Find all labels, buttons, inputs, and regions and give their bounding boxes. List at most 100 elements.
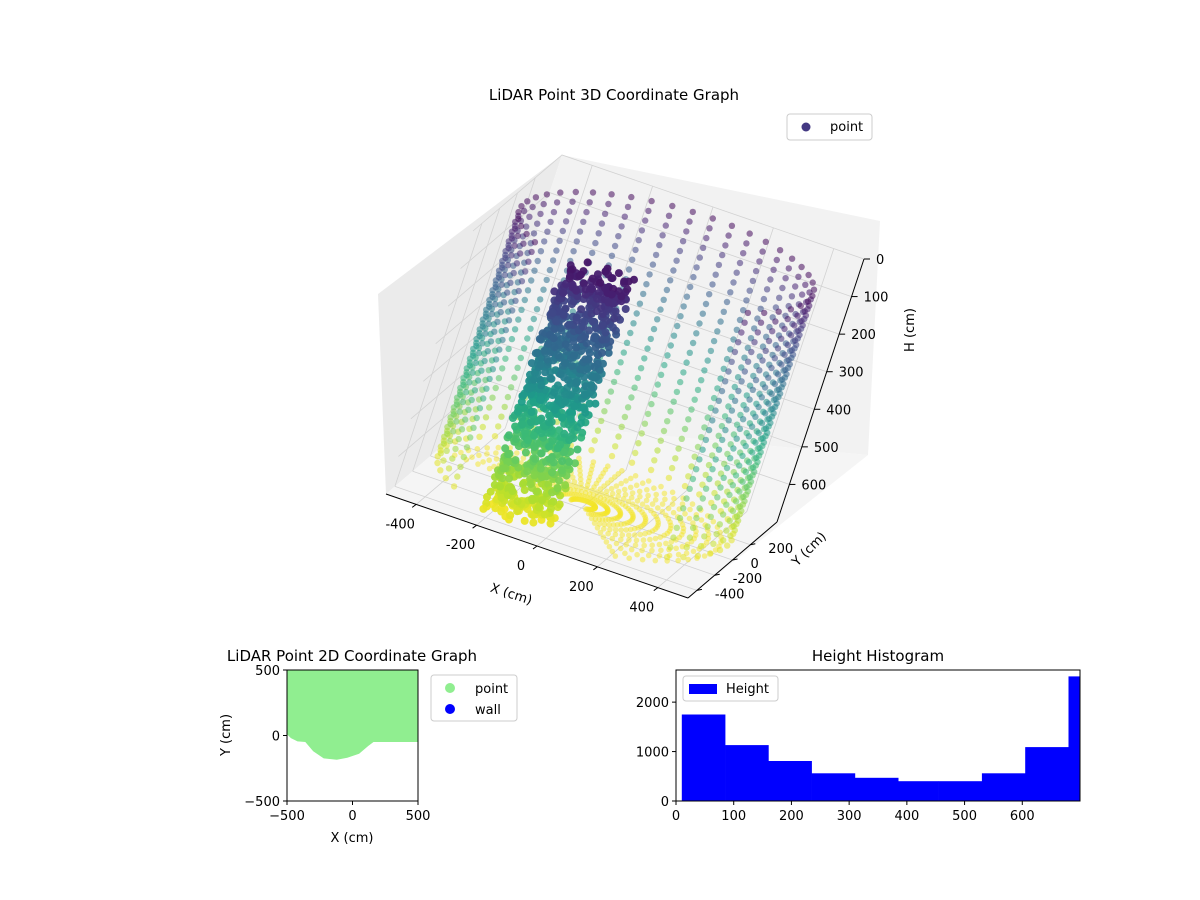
lidar-point: [689, 475, 697, 483]
lidar-point: [514, 450, 520, 456]
lidar-point: [636, 488, 643, 495]
lidar-point: [652, 251, 660, 259]
lidar-point: [486, 457, 493, 464]
lidar-point: [671, 495, 677, 502]
lidar-point: [660, 296, 667, 303]
lidar-point: [494, 318, 501, 326]
lidar-point: [702, 300, 710, 308]
lidar-point: [572, 316, 581, 325]
lidar-point: [778, 361, 785, 368]
lidar-point: [598, 310, 607, 318]
lidar-point: [706, 291, 713, 298]
lidar-point: [751, 339, 758, 346]
lidar-point: [545, 418, 554, 427]
lidar-point: [530, 442, 539, 451]
lidar-point: [647, 335, 654, 343]
lidar-point: [553, 444, 562, 453]
lidar-point: [513, 407, 522, 416]
lidar-point: [632, 246, 639, 254]
lidar-point: [449, 455, 456, 462]
grid-line-z: [472, 154, 865, 260]
lidar-point: [626, 537, 632, 543]
lidar-point: [690, 520, 696, 526]
lidar-point: [623, 339, 631, 346]
lidar-point: [500, 299, 508, 306]
lidar-point: [644, 487, 650, 493]
lidar-point: [712, 547, 719, 553]
lidar-point: [665, 505, 672, 512]
lidar-point: [512, 435, 521, 444]
lidar-point: [640, 290, 647, 298]
lidar-point: [635, 237, 642, 244]
lidar-point: [527, 383, 536, 392]
lidar-point: [720, 365, 727, 372]
lidar-point: [476, 452, 482, 459]
lidar-point: [575, 272, 584, 281]
lidar-point: [499, 365, 506, 372]
lidar-point: [513, 260, 521, 267]
lidar-point: [507, 499, 516, 508]
lidar-point: [687, 506, 693, 513]
lidar-point: [460, 381, 467, 389]
lidar-point: [690, 273, 697, 281]
lidar-point: [669, 489, 676, 496]
lidar-point: [707, 513, 714, 520]
lidar-point: [475, 461, 481, 467]
lidar-point: [607, 388, 615, 395]
plot-frame-histogram: [675, 669, 1081, 802]
lidar-point: [642, 217, 649, 224]
x-tick-label-2d: 0: [348, 809, 356, 824]
lidar-point: [437, 450, 444, 457]
legend-3d: point: [786, 113, 873, 141]
lidar-point: [774, 345, 782, 352]
lidar-point: [585, 326, 593, 335]
lidar-point: [736, 503, 744, 510]
lidar-point: [798, 263, 805, 271]
lidar-point: [638, 430, 645, 437]
lidar-point: [676, 247, 684, 255]
lidar-point: [727, 455, 734, 462]
lidar-point: [601, 526, 607, 532]
lidar-point: [791, 337, 799, 344]
lidar-point: [495, 423, 502, 430]
lidar-point: [788, 347, 795, 354]
lidar-point: [759, 248, 766, 255]
legend-2d-label-wall: wall: [475, 703, 501, 718]
lidar-point: [641, 420, 649, 427]
lidar-point: [582, 339, 591, 348]
lidar-point: [733, 513, 741, 520]
lidar-point: [474, 377, 482, 384]
lidar-point: [569, 337, 578, 346]
lidar-point: [613, 540, 620, 547]
lidar-point: [597, 529, 604, 536]
lidar-point: [566, 272, 574, 281]
lidar-point: [715, 261, 723, 269]
lidar-point: [706, 225, 713, 232]
legend-histogram-frame: [682, 675, 779, 702]
lidar-point: [765, 337, 773, 345]
lidar-point: [659, 501, 666, 507]
lidar-point: [535, 335, 544, 343]
lidar-point: [740, 250, 747, 257]
lidar-point: [601, 521, 608, 528]
lidar-point: [657, 534, 664, 540]
lidar-point: [540, 346, 549, 355]
lidar-point: [601, 328, 610, 337]
lidar-point: [795, 327, 802, 334]
lidar-point: [698, 517, 705, 523]
y-tick-label: -200: [733, 572, 763, 587]
lidar-point: [453, 401, 461, 408]
height-histogram-chart: Height Histogram 0 100 200 300 400 500 600 0 100…: [636, 647, 1081, 824]
lidar-point: [555, 476, 563, 485]
lidar-point: [720, 308, 727, 315]
lidar-point: [723, 501, 730, 508]
lidar-point: [710, 540, 717, 547]
lidar-point: [618, 223, 625, 230]
lidar-point: [541, 368, 550, 377]
lidar-point: [465, 406, 472, 413]
lidar-point: [649, 547, 655, 554]
z-tick-label: 300: [839, 366, 864, 381]
lidar-point: [560, 373, 569, 382]
lidar-point: [670, 534, 677, 541]
x-tick: [472, 524, 477, 529]
